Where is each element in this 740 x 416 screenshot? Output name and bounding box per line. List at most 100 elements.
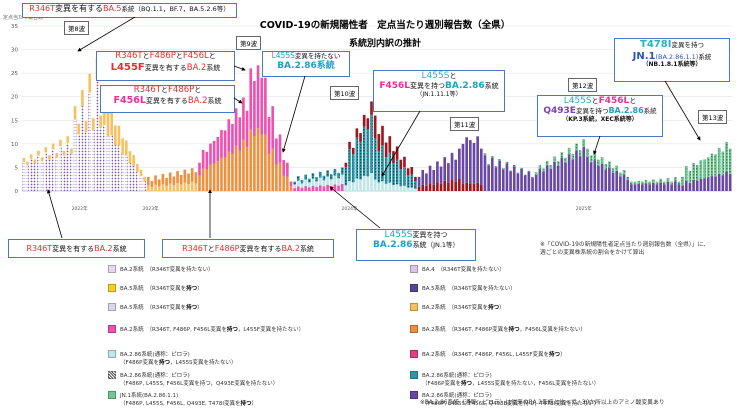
bar-segment-jn1 xyxy=(326,170,329,177)
note: ※「COVID-19の新規陽性者定点当たり週別報告数（全県）」に、 週ごとの変異… xyxy=(540,242,710,257)
bar-segment-ba2_r346t xyxy=(161,184,165,191)
callout-q493e: L455SとF456Lと Q493E変異を持つBA.2.86系統 （KP.3系統… xyxy=(537,95,663,137)
bar-segment-ba2_r346t xyxy=(84,120,88,133)
bar-segment-ba2_r346t xyxy=(110,111,113,136)
bar-segment-jn1 xyxy=(366,129,370,177)
bar-segment-ba286_q493e xyxy=(553,161,556,191)
bar-segment-jn1_t478i xyxy=(553,156,556,162)
bar-segment-ba2_r346t_f486p xyxy=(216,161,220,191)
y-tick-label: 15 xyxy=(11,118,18,124)
bar-segment-ba2_l455f xyxy=(238,117,242,151)
x-year-label: 2022年 xyxy=(72,205,88,212)
y-axis-label: 定点当たり報告数 xyxy=(3,15,44,21)
bar-segment-jn1_t478i xyxy=(637,180,640,184)
bar-segment-ba286_q493e xyxy=(692,179,695,191)
bar-segment-ba5 xyxy=(139,176,143,191)
bar-segment-ba286_q493e xyxy=(465,137,468,183)
legend-swatch xyxy=(108,325,116,333)
bar-segment-ba5 xyxy=(40,161,44,191)
bar-segment-ba5 xyxy=(88,92,92,191)
bar-segment-ba5 xyxy=(95,78,99,191)
bar-segment-ba2_r346t_f486p xyxy=(198,175,201,191)
bar-segment-ba2_l455f xyxy=(242,97,245,140)
callout-l455f: R346TとF486PとF456Lと L455F変異を有するBA.2系統 xyxy=(96,51,235,81)
bar-segment-ba286_q493e xyxy=(710,176,714,191)
bar-segment-ba286 xyxy=(337,178,340,186)
bar-segment-ba2_r346t_f486p xyxy=(286,176,289,191)
bar-segment-ba2_r346t xyxy=(121,138,124,155)
bar-segment-ba2_r346t xyxy=(165,185,168,191)
bar-segment-jn1 xyxy=(414,181,417,189)
bar-segment-ba2_r346t_f486p xyxy=(212,163,216,191)
bar-segment-ba286_q493e xyxy=(706,177,710,191)
bar-segment-ba286 xyxy=(300,183,304,188)
legend-swatch xyxy=(410,371,418,379)
bar-segment-ba286_q493e xyxy=(644,183,648,191)
bar-segment-ba286_q493e xyxy=(725,171,728,191)
bar-segment-ba2_r346t_f486p xyxy=(242,139,245,191)
bar-segment-ba2_r346t_f486p xyxy=(264,134,267,191)
bar-segment-jn1_t478i xyxy=(725,142,728,172)
y-axis: 0 5 10 15 20 25 30 35 xyxy=(11,24,19,195)
bar-segment-ba2_r346t xyxy=(143,176,146,182)
bar-segment-ba2_l455f xyxy=(275,138,278,165)
bar-segment-jn1_t478i xyxy=(615,165,619,171)
callout-f456l: R346TとF486Pと F456L変異を有するBA.2系統 xyxy=(100,85,235,113)
bar-segment-jn1_t478i xyxy=(673,177,677,182)
bar-segment-jn1 xyxy=(300,180,304,184)
bar-segment-jn1 xyxy=(293,181,296,185)
bar-segment-ba2_l455f xyxy=(264,77,267,135)
bar-segment-ba286_l455s_f456l xyxy=(450,179,454,191)
bar-segment-ba286_q493e xyxy=(571,159,575,191)
bar-segment-ba286_q493e xyxy=(516,173,520,191)
bar-segment-ba2_l455f xyxy=(333,184,337,191)
legend-swatch xyxy=(108,391,116,399)
bar-segment-jn1 xyxy=(340,167,344,175)
bar-segment-jn1_t478i xyxy=(608,161,611,168)
bar-segment-ba286_q493e xyxy=(454,159,458,182)
bar-segment-ba286_q493e xyxy=(630,184,633,191)
bar-segment-ba5 xyxy=(48,159,51,191)
bar-segment-jn1_t478i xyxy=(659,178,662,183)
bar-segment-ba2_r346t_f486p xyxy=(289,186,293,191)
bar-segment-ba2_r346t_f486p xyxy=(165,177,168,186)
bar-segment-ba5 xyxy=(81,106,84,191)
bar-segment-ba5 xyxy=(59,146,62,191)
bar-segment-jn1_t478i xyxy=(564,157,567,163)
bar-segment-ba286_l455s_f456l xyxy=(472,183,476,191)
bar-segment-ba286_l455s_f456l xyxy=(428,183,432,191)
bar-segment-jn1 xyxy=(351,154,355,183)
bar-segment-ba286_q493e xyxy=(681,185,684,191)
callout-l455s-no: L455S変異を持たない BA.2.86系統 xyxy=(262,51,350,77)
bar-segment-ba2_r346t_f486p xyxy=(223,157,227,191)
bar-segment-ba286 xyxy=(381,181,384,191)
bar-segment-ba2_r346t xyxy=(146,185,150,191)
bar-segment-ba286 xyxy=(399,186,403,191)
bar-segment-ba2_l455f xyxy=(289,181,293,187)
bar-segment-ba286_q493e xyxy=(728,174,732,191)
bar-segment-ba2_r346t xyxy=(73,106,77,120)
bar-segment-ba286_q493e xyxy=(721,175,725,191)
bar-segment-jn1_t478i xyxy=(527,170,531,172)
bar-segment-ba286_q493e xyxy=(586,157,589,191)
wave13-label: 第13波 xyxy=(698,110,728,124)
bar-segment-ba286 xyxy=(395,184,399,191)
bar-segment-ba2_l455f xyxy=(326,184,329,191)
bar-segment-jn1_t478i xyxy=(641,181,644,185)
bar-segment-jn1_t478i xyxy=(589,155,593,163)
bar-segment-ba5 xyxy=(143,181,146,191)
bar-segment-jn1_t478i xyxy=(619,172,622,177)
legend-item-ba286: BA.2.86系統(通称：ピロラ) （F486P変異を持つ，L455S変異を持たな… xyxy=(108,350,237,366)
bar-segment-ba2_l455f xyxy=(293,188,296,191)
bar-segment-ba5 xyxy=(114,145,117,191)
bar-segment-ba286_l455s_f456l xyxy=(465,182,468,191)
bar-segment-ba2_r346t xyxy=(26,161,29,166)
bar-segment-jn1 xyxy=(348,149,351,182)
bar-segment-jn1 xyxy=(403,167,406,186)
bar-segment-ba5 xyxy=(51,149,55,191)
bar-segment-ba286_q493e xyxy=(479,148,483,185)
legend-swatch xyxy=(410,265,418,273)
bar-segment-ba2_r346t_f486p xyxy=(150,180,154,187)
bar-segment-jn1_t478i xyxy=(662,181,666,185)
bar-segment-jn1_t478i xyxy=(520,167,523,169)
